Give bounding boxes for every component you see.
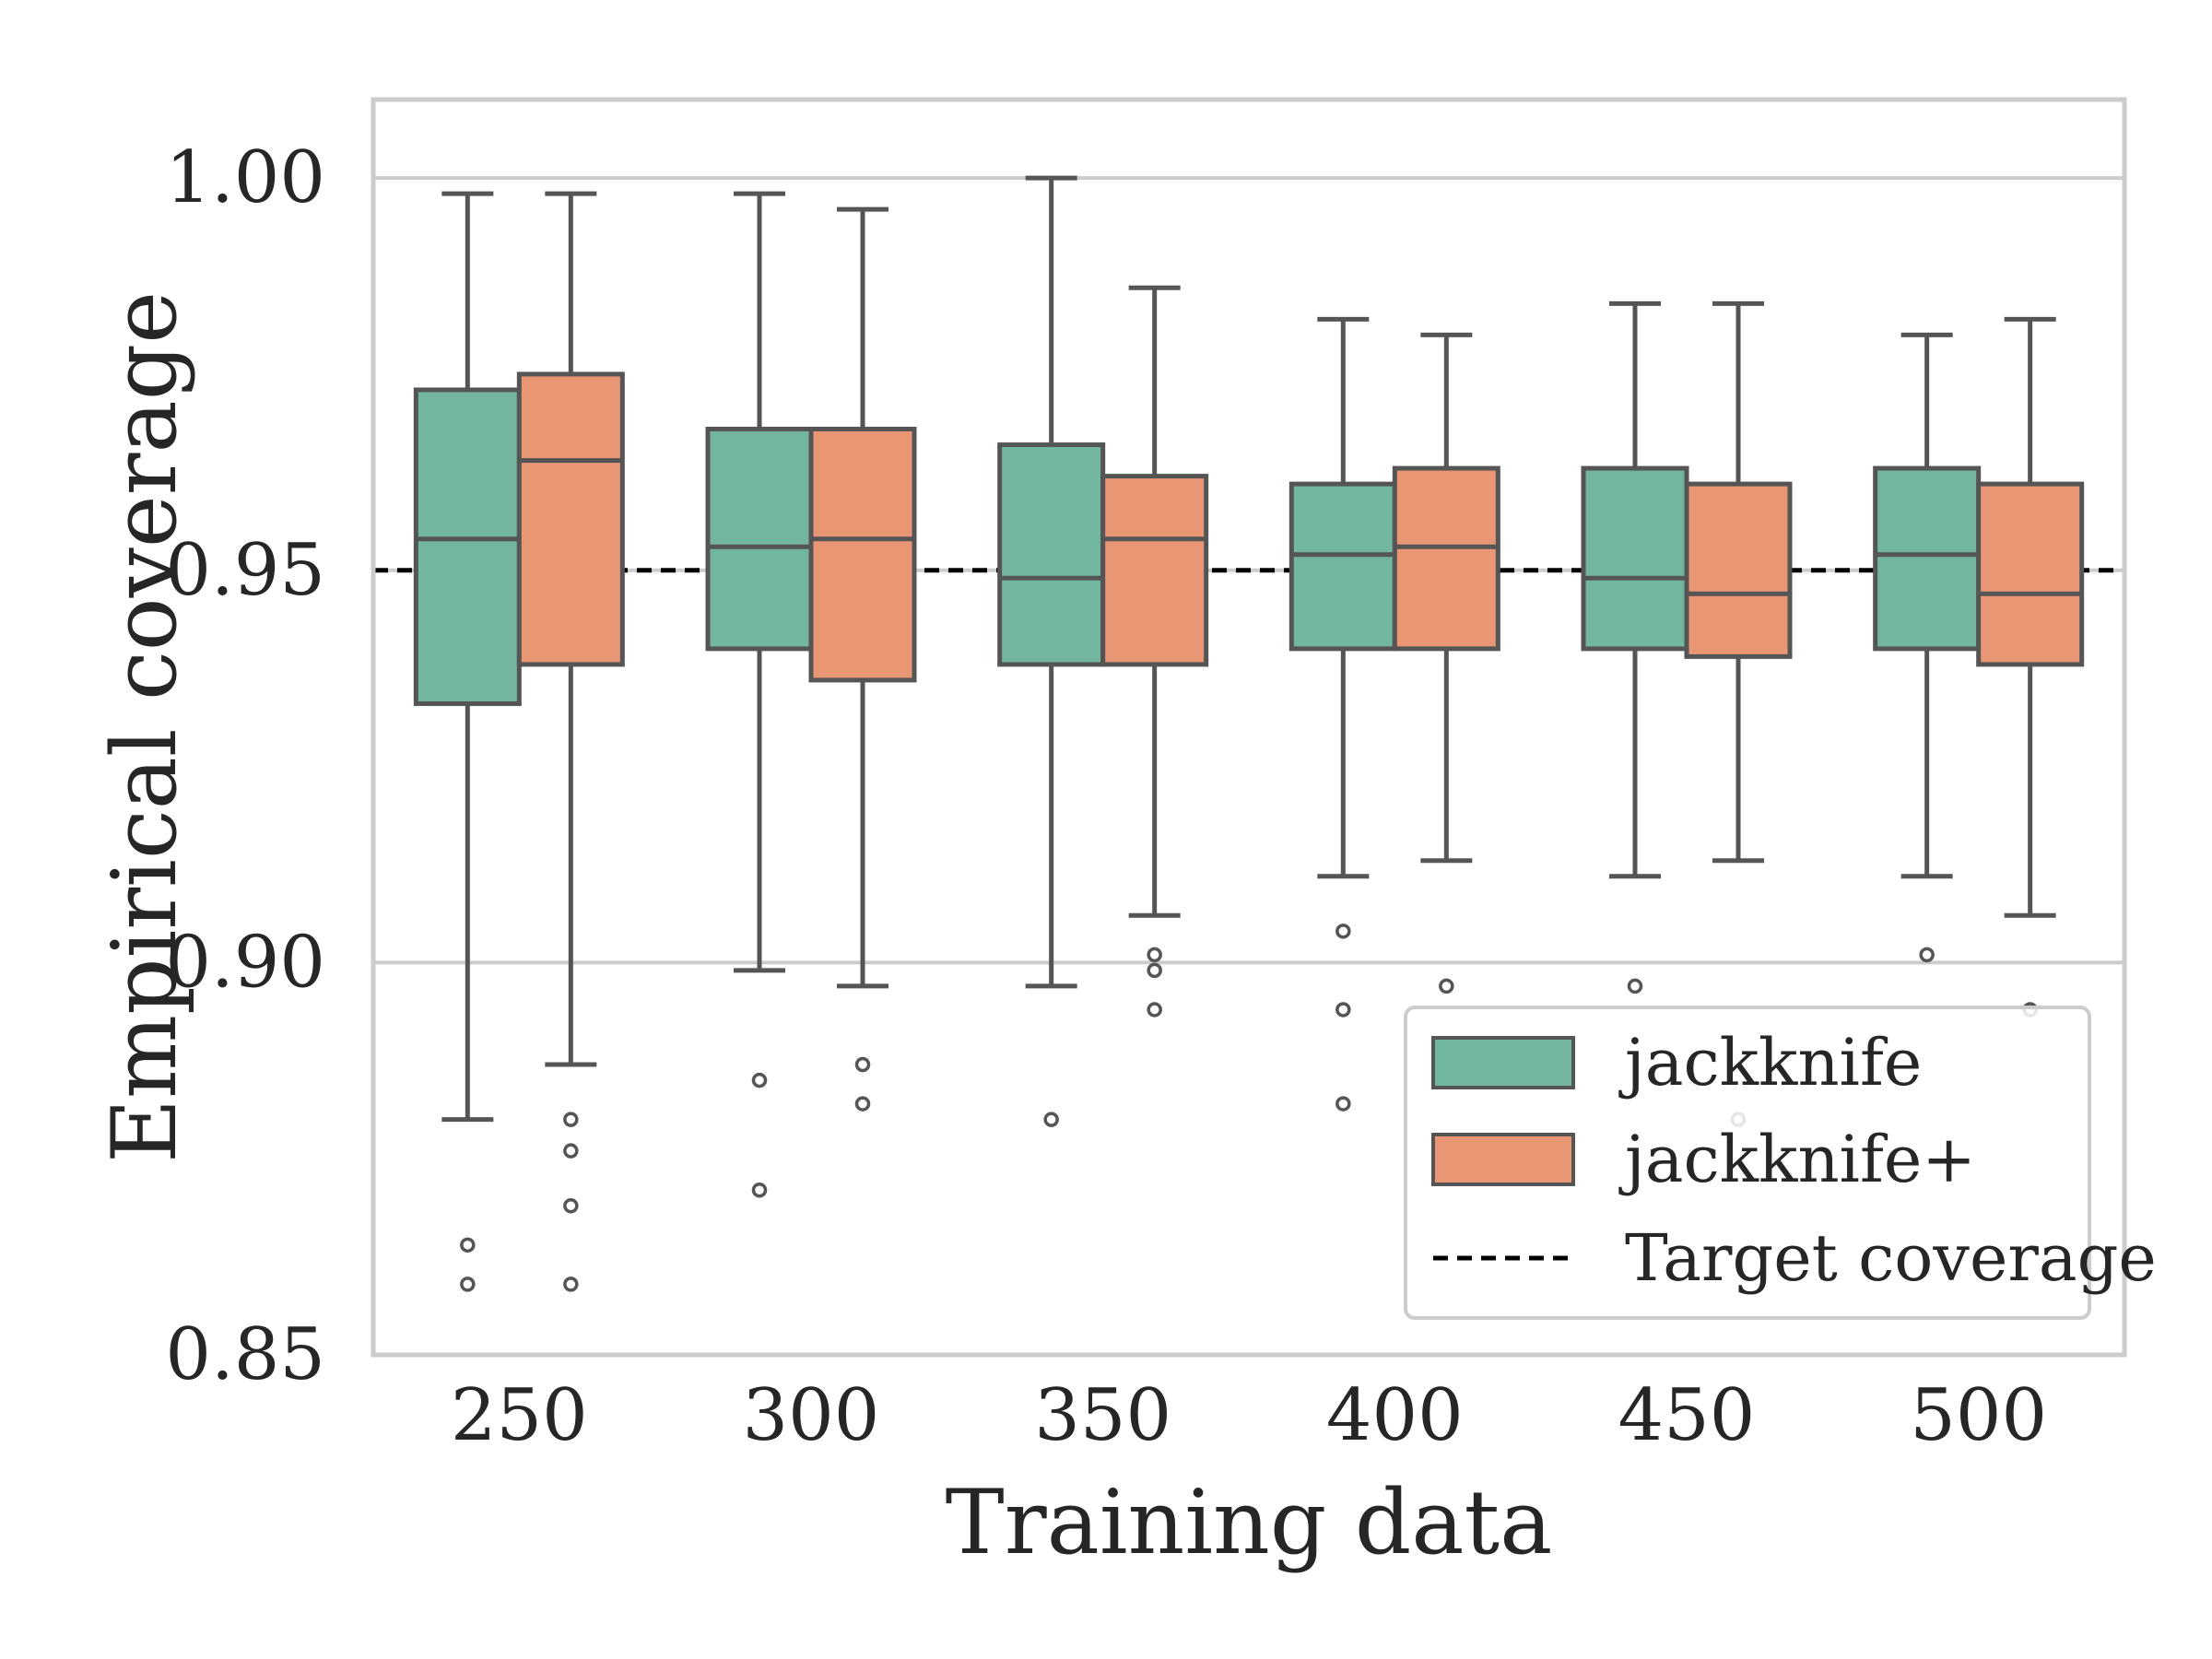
outlier-point (563, 1143, 579, 1159)
outlier-point (1147, 947, 1162, 963)
box-body (1392, 465, 1500, 652)
box-jackknife-plus-250 (516, 191, 625, 1292)
box-body (1684, 481, 1793, 659)
x-tick-label: 350 (1034, 1374, 1171, 1457)
box-jackknife-500 (1873, 332, 1982, 963)
outlier-point (563, 1277, 579, 1292)
outlier-point (563, 1198, 579, 1214)
legend-label-target-coverage: Target coverage (1625, 1220, 2157, 1296)
x-axis-title: Training data (946, 1471, 1553, 1574)
outlier-point (1335, 1002, 1351, 1018)
legend: jackknife jackknife+ Target coverage (1404, 1006, 2157, 1320)
y-tick-label: 0.85 (165, 1313, 325, 1396)
outlier-point (854, 1096, 871, 1112)
legend-label-jackknife-plus: jackknife+ (1618, 1122, 1976, 1197)
box-jackknife-300 (705, 191, 814, 1198)
y-axis-title: Empirical coverage (93, 291, 196, 1163)
box-jackknife-plus-450 (1684, 300, 1793, 1127)
box-body (705, 427, 814, 652)
box-body (413, 387, 522, 706)
box-jackknife-450 (1581, 300, 1689, 994)
box-body (997, 442, 1106, 667)
outlier-point (1335, 924, 1351, 939)
box-jackknife-250 (413, 191, 522, 1292)
legend-frame (1404, 1006, 2091, 1320)
x-tick-label: 250 (451, 1374, 588, 1457)
outlier-point (1919, 947, 1935, 963)
box-jackknife-plus-350 (1100, 285, 1209, 1018)
box-body (1288, 481, 1397, 652)
legend-swatch-jackknife-plus (1431, 1133, 1575, 1186)
box-body (516, 371, 625, 667)
box-jackknife-plus-400 (1392, 332, 1500, 994)
y-tick-label: 1.00 (165, 136, 325, 219)
box-jackknife-350 (997, 175, 1106, 1127)
legend-label-jackknife: jackknife (1618, 1025, 1922, 1100)
x-tick-label: 500 (1910, 1374, 2047, 1457)
outlier-point (1627, 978, 1643, 994)
box-body (1873, 465, 1982, 652)
x-tick-label: 450 (1618, 1374, 1756, 1457)
box-body (1976, 481, 2085, 667)
outlier-point (563, 1112, 579, 1127)
box-jackknife-plus-300 (808, 206, 917, 1112)
box-jackknife-plus-500 (1976, 316, 2085, 1018)
x-tick-label: 400 (1326, 1374, 1464, 1457)
outlier-point (1147, 962, 1162, 979)
outlier-point (751, 1182, 768, 1198)
box-body (1100, 474, 1209, 667)
outlier-point (1439, 978, 1454, 994)
y-tick-label: 0.90 (165, 921, 325, 1004)
x-tick-labels: 250 300 350 400 450 500 (451, 1374, 2047, 1457)
outlier-point (460, 1237, 476, 1253)
box-body (808, 427, 917, 683)
outlier-point (460, 1277, 476, 1292)
plot-frame (371, 97, 2127, 1358)
y-tick-labels: 0.85 0.90 0.95 1.00 (165, 136, 325, 1396)
outlier-point (1335, 1096, 1351, 1112)
x-tick-label: 300 (743, 1374, 880, 1457)
legend-swatch-jackknife (1431, 1036, 1575, 1089)
outlier-point (1043, 1112, 1059, 1127)
box-layer (413, 175, 2085, 1292)
outlier-point (854, 1056, 871, 1073)
outlier-point (751, 1072, 768, 1088)
box-jackknife-400 (1288, 316, 1397, 1112)
y-tick-label: 0.95 (165, 529, 325, 612)
outlier-point (1147, 1002, 1162, 1018)
box-body (1581, 465, 1689, 652)
